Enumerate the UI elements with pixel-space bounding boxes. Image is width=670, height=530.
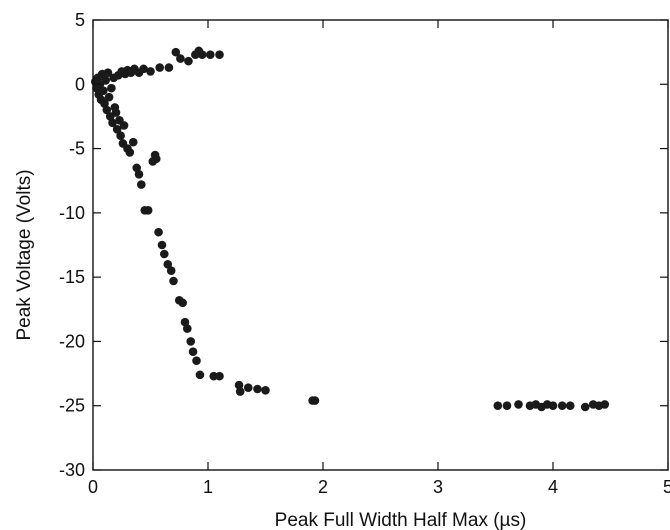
y-axis-title: Peak Voltage (Volts): [14, 169, 35, 340]
data-point: [151, 154, 161, 164]
data-point: [164, 63, 174, 72]
axis-ticks: [92, 19, 669, 471]
data-point: [112, 124, 122, 134]
x-tick-label: 4: [548, 477, 558, 497]
data-point: [125, 148, 135, 157]
data-point: [493, 401, 503, 411]
plot-frame: [92, 19, 669, 471]
data-point: [99, 86, 108, 96]
data-points: [91, 46, 610, 412]
data-point: [169, 276, 178, 286]
data-point: [119, 121, 129, 130]
y-tick-label: 5: [75, 10, 85, 30]
data-point: [580, 402, 590, 412]
y-tick-label: -15: [59, 267, 85, 287]
data-point: [215, 371, 224, 381]
data-point: [183, 324, 192, 333]
data-point: [139, 64, 148, 74]
data-point: [235, 387, 245, 396]
data-point: [184, 56, 193, 66]
data-point: [155, 63, 164, 72]
data-point: [178, 298, 187, 308]
data-point: [600, 400, 610, 409]
data-point: [116, 131, 125, 141]
data-point: [548, 401, 558, 411]
data-point: [143, 205, 153, 215]
x-tick-label: 3: [433, 477, 443, 497]
data-point: [234, 380, 244, 390]
data-point: [310, 396, 320, 405]
data-point: [134, 169, 144, 179]
data-point: [163, 259, 173, 269]
y-tick-label: -10: [59, 203, 85, 223]
data-point: [111, 108, 121, 117]
data-point: [104, 92, 114, 102]
data-point: [206, 50, 215, 60]
y-tick-label: -20: [59, 331, 85, 351]
data-point: [215, 50, 224, 60]
x-tick-label: 5: [663, 477, 670, 497]
y-tick-label: -5: [69, 139, 85, 159]
y-tick-label: 0: [75, 74, 85, 94]
data-point: [171, 47, 181, 57]
x-axis-title: Peak Full Width Half Max (µs): [275, 510, 527, 530]
data-point: [102, 105, 112, 115]
y-tick-label: -30: [59, 460, 85, 480]
data-point: [195, 370, 205, 380]
data-point: [103, 68, 113, 78]
data-point: [502, 401, 512, 411]
y-tick-label: -25: [59, 396, 85, 416]
data-point: [108, 118, 117, 128]
data-point: [565, 401, 575, 411]
data-point: [107, 83, 116, 93]
data-point: [243, 383, 253, 393]
data-point: [186, 337, 196, 346]
x-tick-label: 2: [318, 477, 328, 497]
data-point: [197, 50, 207, 60]
tick-labels: 0 1 2 3 4 5 5 0 -5 -10 -15 -20 -25 -30: [59, 10, 670, 497]
data-point: [154, 227, 163, 237]
data-point: [137, 180, 146, 189]
data-point: [176, 54, 185, 63]
data-point: [146, 67, 155, 76]
data-point: [166, 266, 176, 276]
data-point: [160, 249, 169, 259]
data-point: [192, 356, 201, 366]
data-point: [157, 240, 167, 250]
data-point: [557, 401, 567, 411]
x-tick-label: 0: [88, 477, 98, 497]
data-point: [101, 76, 110, 85]
data-point: [128, 137, 138, 147]
x-tick-label: 1: [203, 477, 213, 497]
data-point: [188, 347, 198, 357]
data-point: [261, 385, 270, 395]
data-point: [514, 400, 523, 409]
data-point: [253, 384, 262, 394]
